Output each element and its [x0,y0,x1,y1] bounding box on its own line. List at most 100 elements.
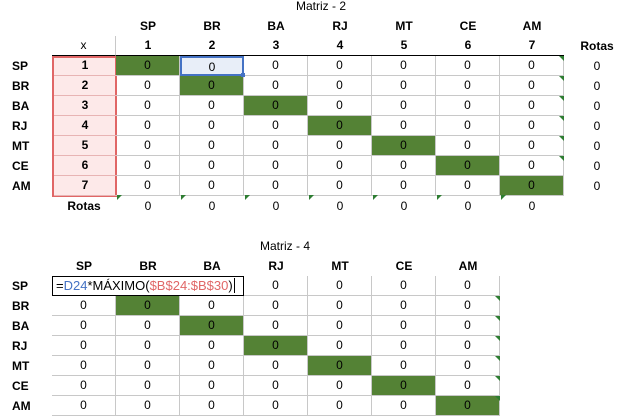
matrix1-cell[interactable]: 0 [116,176,180,196]
matrix2-cell[interactable]: 0 [116,376,180,396]
matrix1-cell[interactable]: 0 [372,76,436,96]
matrix2-cell[interactable]: 0 [244,276,308,296]
matrix2-cell[interactable]: 0 [372,296,436,316]
matrix2-cell[interactable]: 0 [180,336,244,356]
matrix1-cell[interactable]: 0 [116,156,180,176]
matrix1-cell[interactable]: 0 [500,56,564,76]
matrix1-cell[interactable]: 0 [244,116,308,136]
matrix1-cell[interactable]: 0 [244,136,308,156]
matrix1-cell[interactable]: 0 [372,116,436,136]
matrix2-cell[interactable]: 0 [436,396,500,416]
matrix2-cell[interactable]: 0 [180,376,244,396]
matrix2-cell[interactable]: 0 [436,316,500,336]
matrix1-row-number[interactable]: 1 [54,56,116,76]
matrix2-cell[interactable]: 0 [308,316,372,336]
matrix1-cell[interactable]: 0 [500,156,564,176]
formula-edit-cell[interactable]: =D24*MÁXIMO($B$24:$B$30) [52,276,244,296]
matrix1-cell[interactable]: 0 [116,56,180,76]
matrix1-cell[interactable]: 0 [180,76,244,96]
matrix2-cell[interactable]: 0 [52,356,116,376]
matrix1-cell[interactable]: 0 [308,76,372,96]
matrix2-cell[interactable]: 0 [52,316,116,336]
matrix1-cell[interactable]: 0 [116,96,180,116]
matrix2-cell[interactable]: 0 [180,316,244,336]
matrix1-row-number[interactable]: 7 [54,176,116,196]
matrix2-cell[interactable]: 0 [52,336,116,356]
matrix2-cell[interactable]: 0 [52,296,116,316]
matrix1-cell[interactable]: 0 [372,56,436,76]
matrix1-cell[interactable]: 0 [436,76,500,96]
matrix1-row-number[interactable]: 6 [54,156,116,176]
matrix2-cell[interactable]: 0 [244,316,308,336]
matrix1-cell[interactable]: 0 [180,56,244,76]
matrix1-cell[interactable]: 0 [372,136,436,156]
matrix1-cell[interactable]: 0 [116,76,180,96]
matrix1-cell[interactable]: 0 [180,116,244,136]
matrix2-cell[interactable]: 0 [180,396,244,416]
matrix2-cell[interactable]: 0 [436,356,500,376]
matrix1-cell[interactable]: 0 [180,156,244,176]
matrix1-row-number[interactable]: 4 [54,116,116,136]
matrix1-cell[interactable]: 0 [436,136,500,156]
matrix1-cell[interactable]: 0 [500,176,564,196]
matrix1-cell[interactable]: 0 [180,176,244,196]
matrix1-cell[interactable]: 0 [244,96,308,116]
matrix2-cell[interactable]: 0 [52,376,116,396]
matrix1-cell[interactable]: 0 [372,176,436,196]
matrix1-cell[interactable]: 0 [500,116,564,136]
matrix1-cell[interactable]: 0 [308,96,372,116]
matrix1-cell[interactable]: 0 [244,176,308,196]
matrix2-cell[interactable]: 0 [436,336,500,356]
matrix2-cell[interactable]: 0 [116,336,180,356]
matrix2-cell[interactable]: 0 [244,296,308,316]
matrix1-cell[interactable]: 0 [308,136,372,156]
matrix1-cell[interactable]: 0 [436,176,500,196]
matrix2-cell[interactable]: 0 [372,336,436,356]
matrix2-cell[interactable]: 0 [244,376,308,396]
matrix2-cell[interactable]: 0 [244,336,308,356]
matrix1-row-number[interactable]: 3 [54,96,116,116]
matrix1-cell[interactable]: 0 [308,116,372,136]
matrix2-cell[interactable]: 0 [308,376,372,396]
matrix1-cell[interactable]: 0 [116,116,180,136]
matrix1-cell[interactable]: 0 [436,156,500,176]
matrix1-cell[interactable]: 0 [308,56,372,76]
matrix1-cell[interactable]: 0 [180,96,244,116]
matrix1-cell[interactable]: 0 [372,156,436,176]
matrix1-cell[interactable]: 0 [244,56,308,76]
matrix1-cell[interactable]: 0 [116,136,180,156]
matrix2-cell[interactable]: 0 [52,396,116,416]
matrix2-cell[interactable]: 0 [244,396,308,416]
matrix2-cell[interactable]: 0 [372,356,436,376]
matrix2-cell[interactable]: 0 [372,376,436,396]
matrix1-cell[interactable]: 0 [500,136,564,156]
matrix2-cell[interactable]: 0 [116,296,180,316]
matrix2-cell[interactable]: 0 [372,396,436,416]
matrix2-cell[interactable]: 0 [116,356,180,376]
matrix2-cell[interactable]: 0 [116,316,180,336]
matrix2-cell[interactable]: 0 [436,296,500,316]
matrix2-cell[interactable]: 0 [116,396,180,416]
matrix2-cell[interactable]: 0 [180,356,244,376]
matrix1-cell[interactable]: 0 [308,156,372,176]
matrix1-cell[interactable]: 0 [372,96,436,116]
matrix1-cell[interactable]: 0 [500,96,564,116]
matrix1-cell[interactable]: 0 [244,76,308,96]
matrix1-cell[interactable]: 0 [436,116,500,136]
fill-handle[interactable] [241,73,245,77]
matrix1-cell[interactable]: 0 [308,176,372,196]
matrix2-cell[interactable]: 0 [308,276,372,296]
matrix2-cell[interactable]: 0 [436,376,500,396]
matrix2-cell[interactable]: 0 [436,276,500,296]
matrix1-cell[interactable]: 0 [500,76,564,96]
matrix2-cell[interactable]: 0 [308,336,372,356]
matrix2-cell[interactable]: 0 [372,316,436,336]
matrix2-cell[interactable]: 0 [180,296,244,316]
matrix1-cell[interactable]: 0 [180,136,244,156]
matrix1-row-number[interactable]: 2 [54,76,116,96]
matrix1-cell[interactable]: 0 [436,56,500,76]
matrix2-cell[interactable]: 0 [308,396,372,416]
matrix2-cell[interactable]: 0 [308,356,372,376]
matrix2-cell[interactable]: 0 [372,276,436,296]
matrix2-cell[interactable]: 0 [244,356,308,376]
